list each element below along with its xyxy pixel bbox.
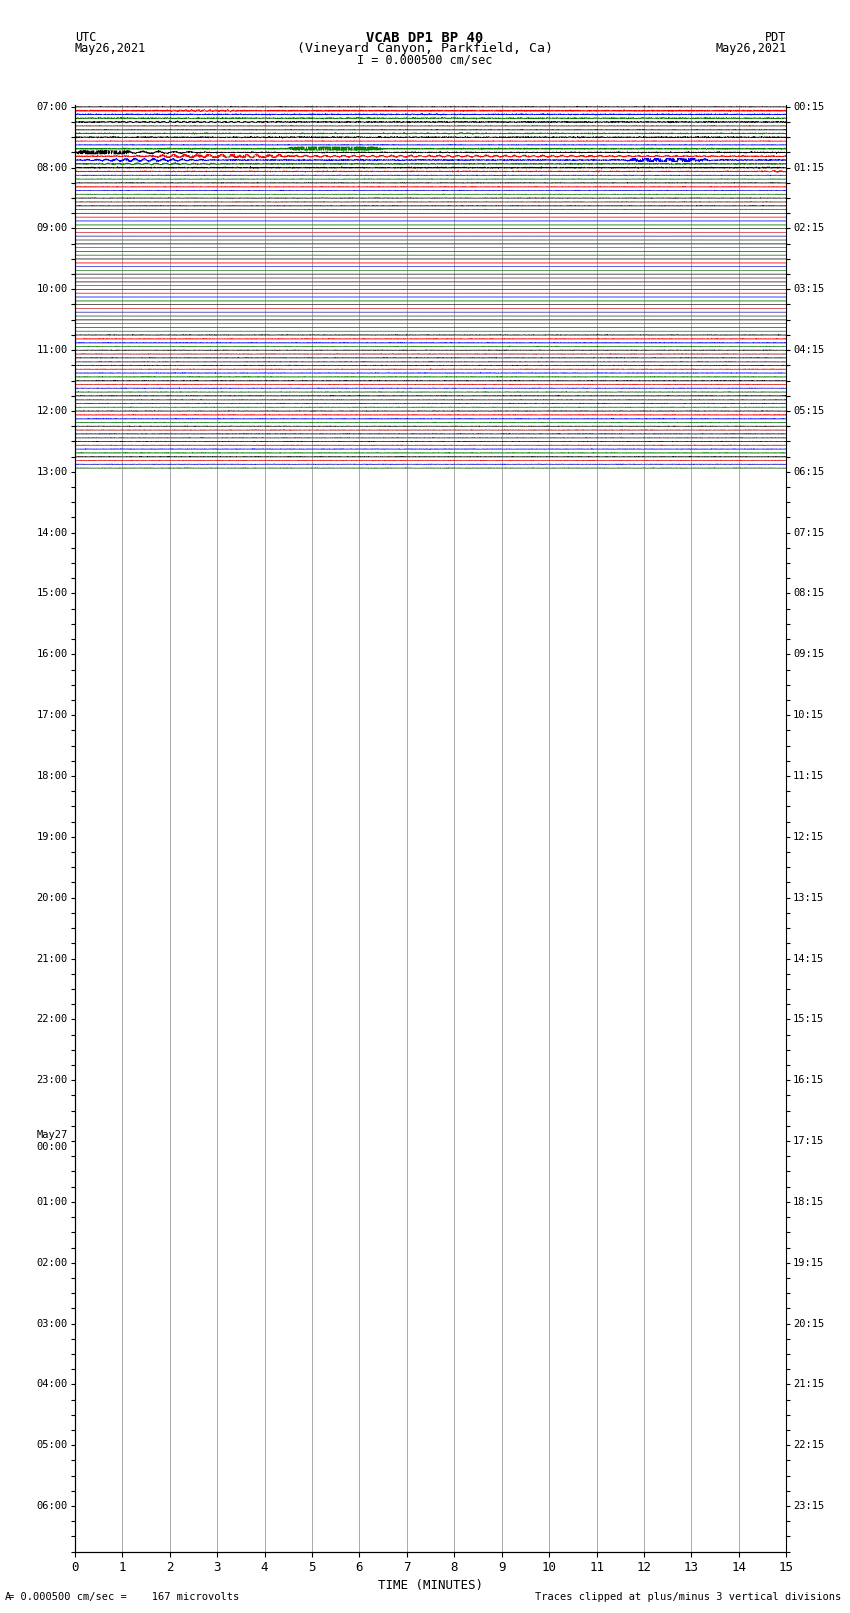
Text: UTC: UTC xyxy=(75,31,96,44)
Text: PDT: PDT xyxy=(765,31,786,44)
Text: VCAB DP1 BP 40: VCAB DP1 BP 40 xyxy=(366,31,484,45)
Text: (Vineyard Canyon, Parkfield, Ca): (Vineyard Canyon, Parkfield, Ca) xyxy=(297,42,553,55)
Text: May26,2021: May26,2021 xyxy=(715,42,786,55)
Text: Traces clipped at plus/minus 3 vertical divisions: Traces clipped at plus/minus 3 vertical … xyxy=(536,1592,842,1602)
Text: May26,2021: May26,2021 xyxy=(75,42,146,55)
Text: = 0.000500 cm/sec =    167 microvolts: = 0.000500 cm/sec = 167 microvolts xyxy=(8,1592,240,1602)
X-axis label: TIME (MINUTES): TIME (MINUTES) xyxy=(378,1579,483,1592)
Text: I = 0.000500 cm/sec: I = 0.000500 cm/sec xyxy=(357,53,493,66)
Text: A: A xyxy=(5,1592,11,1602)
